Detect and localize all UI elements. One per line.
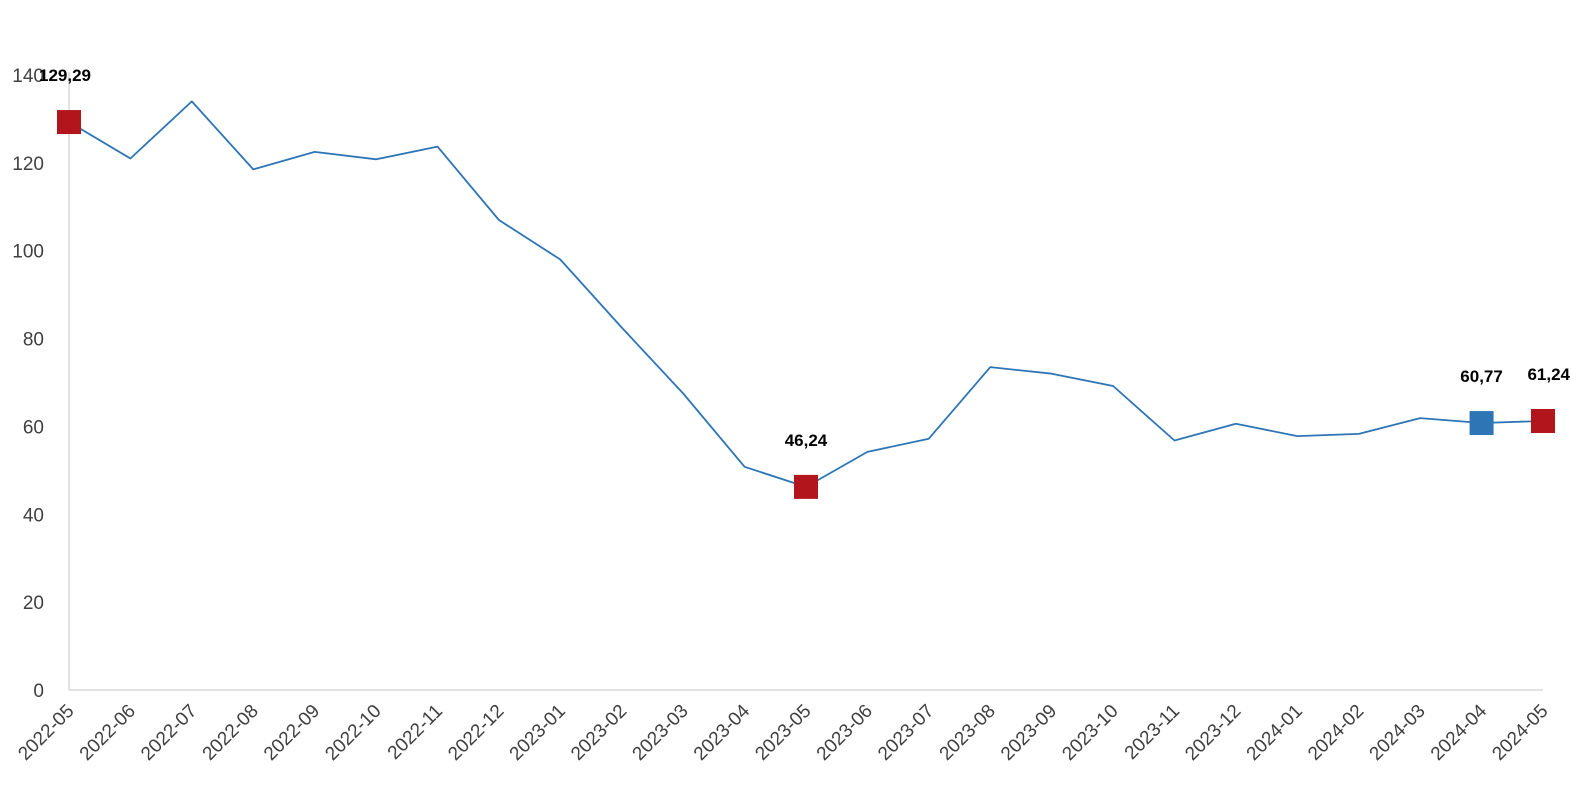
- data-label: 60,77: [1460, 367, 1503, 386]
- data-label: 129,29: [39, 66, 91, 85]
- x-tick-label: 2024-03: [1366, 701, 1430, 765]
- series-layer: [68, 100, 1544, 488]
- data-label: 46,24: [785, 431, 828, 450]
- x-tick-label: 2023-09: [997, 701, 1061, 765]
- highlight-markers: [57, 110, 1555, 499]
- highlight-marker: [1469, 411, 1494, 436]
- x-tick-label: 2023-02: [567, 701, 631, 765]
- x-tick-label: 2022-08: [199, 701, 263, 765]
- x-tick-label: 2023-07: [874, 701, 938, 765]
- x-tick-label: 2023-03: [629, 701, 693, 765]
- x-tick-label: 2023-08: [936, 701, 1000, 765]
- highlight-marker: [1531, 408, 1555, 433]
- x-tick-label: 2023-06: [813, 701, 877, 765]
- x-tick-label: 2023-12: [1181, 701, 1245, 765]
- y-tick-label: 20: [23, 593, 44, 614]
- highlight-marker: [794, 474, 818, 499]
- x-tick-label: 2024-02: [1304, 701, 1368, 765]
- series-line: [68, 100, 1544, 488]
- y-tick-label: 0: [33, 681, 44, 702]
- y-axis-ticks: 0 20 40 60 80 100 120 140: [12, 66, 44, 702]
- x-tick-label: 2022-06: [76, 701, 140, 765]
- highlight-marker: [57, 110, 81, 135]
- x-tick-label: 2022-09: [260, 701, 324, 765]
- y-tick-label: 100: [12, 242, 44, 263]
- x-tick-label: 2024-01: [1243, 701, 1307, 765]
- axes: [68, 72, 1543, 691]
- y-tick-label: 120: [12, 154, 44, 175]
- y-tick-label: 140: [12, 66, 44, 87]
- x-tick-label: 2023-05: [751, 701, 815, 765]
- x-tick-label: 2022-12: [444, 701, 508, 765]
- x-tick-label: 2024-05: [1488, 701, 1552, 765]
- x-tick-label: 2023-11: [1121, 701, 1184, 764]
- x-tick-label: 2024-04: [1427, 700, 1491, 764]
- x-tick-label: 2022-05: [14, 701, 78, 765]
- x-tick-label: 2022-11: [384, 701, 447, 764]
- data-label: 61,24: [1527, 365, 1570, 384]
- x-tick-label: 2023-10: [1058, 701, 1122, 765]
- data-labels: 129,29 46,24 60,77 61,24: [39, 66, 1571, 450]
- x-tick-label: 2022-07: [137, 701, 201, 765]
- x-tick-label: 2022-10: [321, 701, 385, 765]
- x-axis-ticks: 2022-052022-062022-072022-082022-092022-…: [14, 700, 1552, 764]
- y-tick-label: 80: [23, 330, 44, 351]
- y-tick-label: 40: [23, 505, 44, 526]
- x-tick-label: 2023-04: [690, 700, 754, 764]
- y-tick-label: 60: [23, 417, 44, 438]
- x-tick-label: 2023-01: [506, 701, 570, 765]
